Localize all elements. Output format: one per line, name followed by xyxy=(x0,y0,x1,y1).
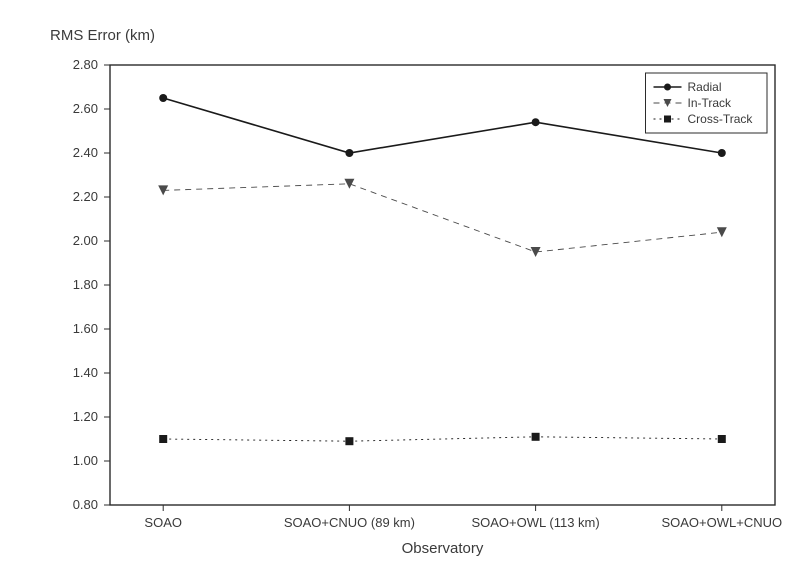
rms-error-chart: 0.80 1.00 1.20 1.40 1.60 1.80 2.00 2.20 2.40 2.60… xyxy=(0,0,807,571)
series-marker xyxy=(345,437,353,445)
y-tick-label: 1.20 xyxy=(73,409,98,424)
series-marker xyxy=(718,149,726,157)
legend-marker xyxy=(664,84,671,91)
legend-marker xyxy=(664,116,671,123)
series-marker xyxy=(532,118,540,126)
legend-label: Cross-Track xyxy=(688,112,754,126)
series-marker xyxy=(532,433,540,441)
x-tick-label: SOAO+OWL+CNUO xyxy=(661,515,782,530)
y-tick-label: 1.40 xyxy=(73,365,98,380)
legend-label: In-Track xyxy=(688,96,733,110)
series-marker xyxy=(718,435,726,443)
y-tick-label: 1.80 xyxy=(73,277,98,292)
chart-svg: 0.80 1.00 1.20 1.40 1.60 1.80 2.00 2.20 2.40 2.60… xyxy=(0,0,807,571)
y-tick-label: 2.40 xyxy=(73,145,98,160)
series-marker xyxy=(159,94,167,102)
y-tick-label: 2.00 xyxy=(73,233,98,248)
x-axis-label: Observatory xyxy=(402,540,484,557)
y-tick-label: 1.00 xyxy=(73,453,98,468)
x-tick-label: SOAO+CNUO (89 km) xyxy=(284,515,415,530)
y-axis-title: RMS Error (km) xyxy=(50,27,155,44)
x-tick-label: SOAO xyxy=(144,515,182,530)
y-tick-label: 2.60 xyxy=(73,101,98,116)
y-tick-label: 1.60 xyxy=(73,321,98,336)
legend-label: Radial xyxy=(688,80,722,94)
y-tick-label: 0.80 xyxy=(73,497,98,512)
x-tick-label: SOAO+OWL (113 km) xyxy=(471,515,599,530)
y-tick-label: 2.80 xyxy=(73,57,98,72)
series-marker xyxy=(345,149,353,157)
y-tick-label: 2.20 xyxy=(73,189,98,204)
series-marker xyxy=(159,435,167,443)
